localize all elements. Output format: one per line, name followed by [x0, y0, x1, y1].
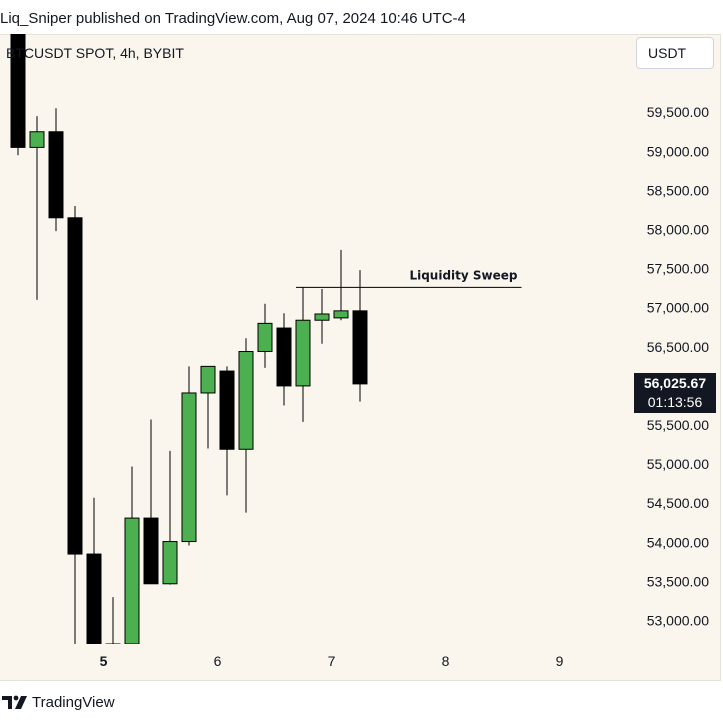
candles-group	[10, 34, 368, 646]
publish-header: Liq_Sniper published on TradingView.com,…	[0, 0, 723, 34]
x-axis-tick-label: 6	[214, 653, 222, 669]
bearish-candle[interactable]	[10, 34, 26, 148]
bearish-candle[interactable]	[143, 517, 159, 585]
y-axis-tick-label: 53,500.00	[647, 573, 709, 589]
tradingview-logo-icon[interactable]	[2, 694, 28, 710]
liquidity-sweep-label: Liquidity Sweep	[409, 268, 517, 282]
bar-countdown: 01:13:56	[647, 394, 703, 410]
x-axis-tick-label: 8	[442, 653, 450, 669]
y-axis-tick-label: 59,000.00	[647, 143, 709, 159]
y-axis-tick-label: 57,000.00	[647, 300, 709, 316]
last-price-tag: 56,025.67 01:13:56	[634, 373, 716, 413]
bullish-candle[interactable]	[29, 131, 45, 148]
last-price-value: 56,025.67	[643, 375, 707, 391]
y-axis-tick-label: 54,500.00	[647, 495, 709, 511]
bullish-candle[interactable]	[314, 313, 330, 321]
footer: TradingView	[0, 690, 115, 714]
y-axis-tick-label: 57,500.00	[647, 261, 709, 277]
x-axis-tick-label: 9	[556, 653, 564, 669]
bullish-candle[interactable]	[124, 517, 140, 644]
bullish-candle[interactable]	[257, 322, 273, 353]
candlestick-chart[interactable]: Liquidity Sweep 53,000.00 53,500.00 54,000.…	[0, 34, 720, 679]
x-axis-tick-label: 5	[100, 653, 108, 669]
bullish-candle[interactable]	[238, 351, 254, 450]
y-axis-tick-label: 54,000.00	[647, 534, 709, 550]
bearish-candle[interactable]	[67, 217, 83, 555]
publish-info: Liq_Sniper published on TradingView.com,…	[0, 10, 466, 27]
y-axis-tick-label: 53,000.00	[647, 613, 709, 629]
bearish-candle[interactable]	[219, 370, 235, 450]
bearish-candle[interactable]	[352, 310, 368, 385]
symbol-title: BTCUSDT SPOT, 4h, BYBIT	[6, 45, 184, 61]
bullish-candle[interactable]	[105, 643, 121, 646]
bullish-candle[interactable]	[333, 310, 349, 319]
bearish-candle[interactable]	[86, 553, 102, 644]
bullish-candle[interactable]	[200, 365, 216, 394]
y-axis-tick-label: 55,000.00	[647, 456, 709, 472]
x-axis-tick-label: 7	[328, 653, 336, 669]
y-axis-tick-label: 58,000.00	[647, 222, 709, 238]
bullish-candle[interactable]	[295, 319, 311, 387]
y-axis-tick-label: 58,500.00	[647, 182, 709, 198]
y-axis-tick-label: 56,500.00	[647, 339, 709, 355]
y-axis-tick-label: 59,500.00	[647, 104, 709, 120]
y-axis-tick-label: 55,500.00	[647, 417, 709, 433]
bullish-candle[interactable]	[181, 392, 197, 543]
bearish-candle[interactable]	[276, 327, 292, 387]
footer-brand[interactable]: TradingView	[32, 693, 115, 711]
currency-button[interactable]: USDT	[636, 37, 714, 69]
bearish-candle[interactable]	[48, 131, 64, 219]
bullish-candle[interactable]	[162, 541, 178, 585]
